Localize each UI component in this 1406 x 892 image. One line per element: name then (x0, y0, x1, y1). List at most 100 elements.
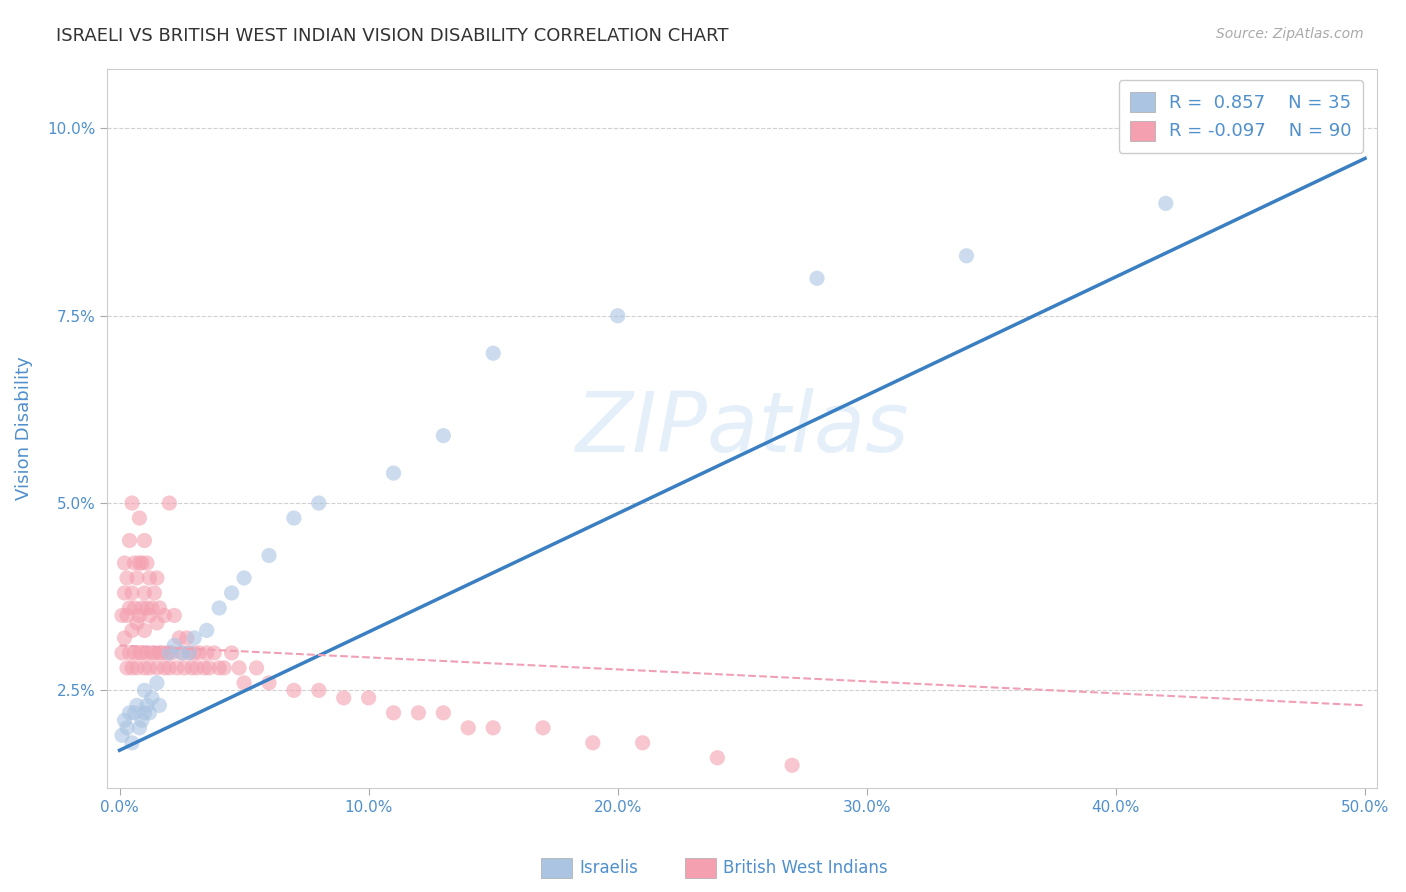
Point (134, 661, 156, 675)
Point (153, 661, 176, 675)
Point (166, 661, 188, 675)
Point (128, 556, 150, 570)
Point (143, 586, 166, 600)
Point (183, 631, 205, 645)
Point (141, 690, 163, 705)
Point (148, 646, 170, 660)
Point (163, 608, 186, 623)
Point (183, 646, 205, 660)
Point (482, 721, 505, 735)
Point (115, 608, 138, 623)
Point (202, 646, 225, 660)
Point (221, 646, 243, 660)
Point (193, 661, 215, 675)
Point (128, 608, 150, 623)
Point (146, 615, 169, 630)
Point (134, 624, 156, 638)
Point (180, 661, 202, 675)
Point (121, 496, 143, 510)
Legend: R =  0.857    N = 35, R = -0.097    N = 90: R = 0.857 N = 35, R = -0.097 N = 90 (1119, 80, 1362, 153)
Point (146, 676, 169, 690)
Point (141, 601, 163, 615)
Point (124, 556, 146, 570)
Point (233, 676, 256, 690)
Point (114, 556, 136, 570)
Point (143, 646, 166, 660)
Point (121, 661, 143, 675)
Point (150, 646, 173, 660)
Point (138, 706, 160, 720)
Text: Source: ZipAtlas.com: Source: ZipAtlas.com (1216, 27, 1364, 41)
Point (115, 571, 138, 585)
Point (308, 496, 330, 510)
Point (118, 601, 141, 615)
Point (138, 661, 160, 675)
Point (148, 698, 170, 713)
Point (245, 661, 267, 675)
Point (706, 751, 728, 765)
Point (157, 496, 180, 510)
Point (121, 586, 143, 600)
Point (157, 661, 180, 675)
Point (170, 646, 193, 660)
Point (118, 706, 141, 720)
Point (1154, 196, 1177, 211)
Point (118, 533, 141, 548)
Point (124, 706, 146, 720)
Point (114, 714, 136, 728)
Point (457, 721, 479, 735)
Point (195, 646, 218, 660)
Point (135, 601, 157, 615)
Point (134, 533, 156, 548)
Point (125, 571, 148, 585)
Y-axis label: Vision Disability: Vision Disability (15, 356, 32, 500)
Point (135, 698, 157, 713)
Point (125, 698, 148, 713)
Point (169, 631, 191, 645)
Point (806, 271, 828, 285)
Point (121, 624, 143, 638)
Point (195, 624, 218, 638)
Point (146, 571, 169, 585)
Point (332, 690, 354, 705)
Point (257, 549, 280, 563)
Point (131, 646, 153, 660)
Point (153, 608, 176, 623)
Point (135, 556, 157, 570)
Point (118, 646, 141, 660)
Point (432, 428, 454, 442)
Text: ISRAELI VS BRITISH WEST INDIAN VISION DISABILITY CORRELATION CHART: ISRAELI VS BRITISH WEST INDIAN VISION DI… (56, 27, 728, 45)
Point (308, 683, 330, 698)
Point (115, 661, 138, 675)
Point (408, 706, 430, 720)
Point (125, 615, 148, 630)
Point (124, 601, 146, 615)
Point (128, 511, 150, 525)
Point (134, 683, 156, 698)
Point (173, 661, 195, 675)
Point (131, 601, 153, 615)
Point (382, 706, 405, 720)
Point (138, 571, 160, 585)
Point (128, 646, 150, 660)
Text: Israelis: Israelis (579, 859, 638, 877)
Point (134, 586, 156, 600)
Point (121, 736, 143, 750)
Text: ZIPatlas: ZIPatlas (575, 388, 910, 468)
Point (176, 631, 198, 645)
Point (233, 571, 256, 585)
Point (382, 466, 405, 480)
Point (163, 639, 186, 653)
Point (283, 511, 305, 525)
Point (357, 690, 380, 705)
Point (138, 608, 160, 623)
Point (141, 646, 163, 660)
Point (157, 646, 180, 660)
Point (188, 646, 211, 660)
Point (111, 728, 134, 742)
Point (228, 661, 250, 675)
Point (115, 721, 138, 735)
Point (124, 646, 146, 660)
Point (160, 646, 183, 660)
Point (482, 346, 505, 360)
